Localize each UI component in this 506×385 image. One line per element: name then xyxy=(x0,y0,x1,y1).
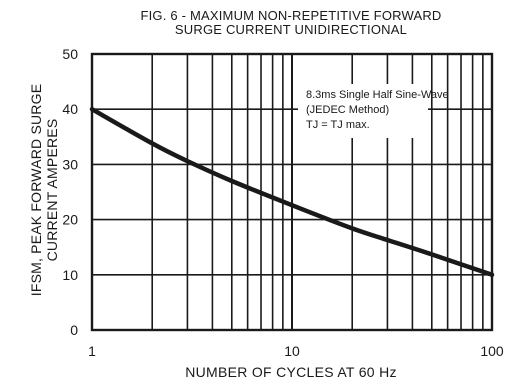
y-axis-label-line-2: CURRENT AMPERES xyxy=(44,118,60,262)
y-tick-label: 20 xyxy=(62,212,78,228)
annotation-box: 8.3ms Single Half Sine-Wave (JEDEC Metho… xyxy=(298,84,449,138)
x-tick-label: 100 xyxy=(480,343,504,359)
x-tick-label: 10 xyxy=(284,343,300,359)
chart-subtitle: SURGE CURRENT UNIDIRECTIONAL xyxy=(174,22,408,37)
y-tick-label: 50 xyxy=(62,46,78,62)
plot-frame xyxy=(90,52,494,332)
series-group xyxy=(89,106,495,278)
y-axis-label-line-1: IFSM, PEAK FORWARD SURGE xyxy=(28,83,44,297)
x-axis-label: NUMBER OF CYCLES AT 60 Hz xyxy=(185,364,397,380)
annotation-line-1: 8.3ms Single Half Sine-Wave xyxy=(306,89,449,101)
y-tick-label: 10 xyxy=(62,267,78,283)
annotation-line-2: (JEDEC Method) xyxy=(306,104,390,116)
x-tick-label: 1 xyxy=(88,343,96,359)
y-axis-label: IFSM, PEAK FORWARD SURGE CURRENT AMPERES xyxy=(28,40,60,340)
tick-labels: 0 10 20 30 40 50 1 10 100 xyxy=(62,46,503,359)
surge-current-curve xyxy=(89,106,495,278)
y-tick-label: 40 xyxy=(62,101,78,117)
annotation-line-3: TJ = TJ max. xyxy=(306,119,370,131)
y-tick-label: 0 xyxy=(70,322,78,338)
y-tick-label: 30 xyxy=(62,156,78,172)
chart-title: FIG. 6 - MAXIMUM NON-REPETITIVE FORWARD xyxy=(140,8,442,23)
